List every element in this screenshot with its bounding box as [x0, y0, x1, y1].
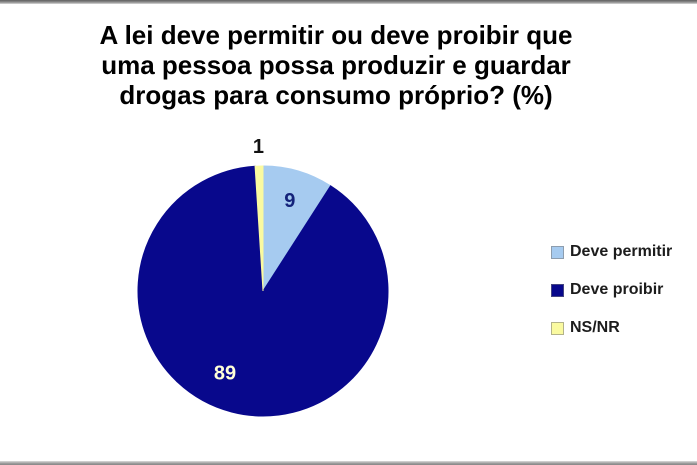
legend-swatch-deve-permitir — [551, 245, 564, 259]
pie-value-label-deve-permitir: 9 — [284, 190, 295, 212]
pie-value-label-deve-proibir: 89 — [214, 363, 236, 385]
legend: Deve permitir Deve proibir NS/NR — [551, 233, 672, 347]
bottom-border — [0, 461, 697, 465]
legend-item-deve-permitir: Deve permitir — [551, 233, 672, 271]
pie-slice-deve-proibir — [137, 165, 389, 417]
chart-title-line-3: drogas para consumo próprio? (%) — [119, 80, 553, 110]
legend-item-ns-nr: NS/NR — [551, 309, 672, 347]
legend-label-deve-proibir: Deve proibir — [570, 281, 664, 298]
chart-title-line-1: A lei deve permitir ou deve proibir que — [99, 20, 573, 50]
legend-swatch-ns-nr — [551, 321, 564, 335]
top-border — [0, 0, 697, 4]
legend-label-ns-nr: NS/NR — [570, 319, 620, 336]
legend-swatch-deve-proibir — [551, 283, 564, 297]
legend-item-deve-proibir: Deve proibir — [551, 271, 672, 309]
chart-title-line-2: uma pessoa possa produzir e guardar — [101, 50, 571, 80]
legend-label-deve-permitir: Deve permitir — [570, 243, 673, 260]
pie-value-label-ns-nr: 1 — [253, 136, 264, 158]
chart-title: A lei deve permitir ou deve proibir que … — [10, 20, 662, 110]
pie-slice-ns-nr — [254, 165, 264, 292]
